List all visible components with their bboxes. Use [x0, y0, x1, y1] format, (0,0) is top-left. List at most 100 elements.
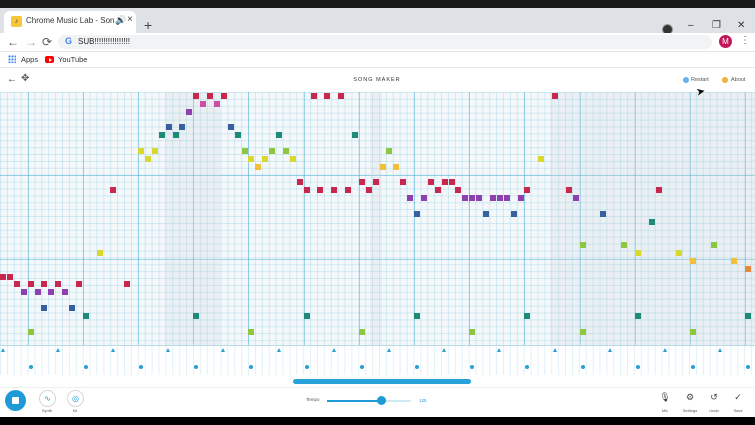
note-cell[interactable]	[324, 93, 331, 99]
restart-icon[interactable]	[683, 77, 689, 83]
percussion-triangle[interactable]	[276, 348, 281, 352]
percussion-dot[interactable]	[249, 365, 254, 369]
note-cell[interactable]	[648, 218, 655, 225]
percussion-dot[interactable]	[746, 365, 751, 369]
note-cell[interactable]	[676, 250, 683, 256]
percussion-triangle[interactable]	[552, 348, 557, 352]
note-cell[interactable]	[20, 289, 27, 296]
note-cell[interactable]	[745, 312, 752, 319]
note-cell[interactable]	[351, 132, 358, 139]
note-cell[interactable]	[303, 187, 310, 194]
minimize-button[interactable]: –	[688, 20, 694, 31]
kit-label[interactable]: Kit	[72, 408, 78, 413]
note-cell[interactable]	[400, 179, 407, 186]
tab-close-icon[interactable]: ×	[127, 14, 133, 25]
percussion-triangle[interactable]	[442, 348, 447, 352]
note-cell[interactable]	[234, 132, 241, 139]
note-cell[interactable]	[579, 328, 586, 335]
melody-grid[interactable]	[0, 92, 755, 345]
note-cell[interactable]	[193, 312, 200, 319]
note-cell[interactable]	[6, 273, 13, 280]
note-cell[interactable]	[55, 281, 62, 288]
note-cell[interactable]	[41, 281, 48, 288]
percussion-dot[interactable]	[83, 365, 88, 369]
synth-label[interactable]: Synth	[41, 408, 53, 413]
note-cell[interactable]	[565, 187, 572, 194]
restart-button[interactable]: Restart	[691, 77, 709, 83]
note-cell[interactable]	[27, 281, 34, 288]
kit-icon[interactable]: ◎	[67, 390, 84, 407]
percussion-triangle[interactable]	[331, 348, 336, 352]
note-cell[interactable]	[427, 179, 434, 186]
note-cell[interactable]	[572, 195, 579, 202]
note-cell[interactable]	[469, 195, 476, 202]
percussion-triangle[interactable]	[662, 348, 667, 352]
note-cell[interactable]	[110, 187, 117, 194]
note-cell[interactable]	[338, 93, 345, 99]
undo-label[interactable]: Undo	[709, 408, 719, 413]
note-cell[interactable]	[690, 328, 696, 335]
percussion-triangle[interactable]	[718, 348, 723, 352]
note-cell[interactable]	[48, 289, 55, 296]
note-cell[interactable]	[13, 281, 20, 288]
note-cell[interactable]	[255, 163, 262, 170]
note-cell[interactable]	[600, 210, 607, 217]
note-cell[interactable]	[524, 187, 531, 194]
note-cell[interactable]	[634, 250, 641, 256]
percussion-dot[interactable]	[194, 365, 199, 369]
note-cell[interactable]	[241, 147, 248, 154]
note-cell[interactable]	[200, 100, 207, 107]
note-cell[interactable]	[524, 312, 531, 319]
new-tab-button[interactable]: +	[144, 17, 153, 33]
note-cell[interactable]	[731, 257, 738, 264]
speaker-icon[interactable]: 🔊	[115, 15, 127, 25]
percussion-dot[interactable]	[470, 365, 475, 369]
apps-grid-icon[interactable]	[8, 55, 16, 63]
note-cell[interactable]	[227, 124, 234, 131]
settings-gear-icon[interactable]: ⚙	[685, 392, 695, 402]
reload-button[interactable]: ⟳	[42, 35, 53, 49]
percussion-dot[interactable]	[580, 365, 585, 369]
note-cell[interactable]	[372, 179, 379, 186]
youtube-icon[interactable]	[45, 56, 54, 63]
note-cell[interactable]	[655, 187, 662, 194]
note-cell[interactable]	[414, 312, 420, 319]
note-cell[interactable]	[158, 132, 165, 139]
percussion-dot[interactable]	[359, 365, 364, 369]
percussion-dot[interactable]	[525, 365, 530, 369]
bookmark-apps[interactable]: Apps	[21, 55, 39, 64]
note-cell[interactable]	[365, 187, 372, 194]
note-cell[interactable]	[220, 93, 227, 99]
note-cell[interactable]	[310, 93, 317, 99]
save-check-icon[interactable]: ✓	[734, 392, 742, 402]
note-cell[interactable]	[69, 304, 75, 311]
note-cell[interactable]	[179, 124, 186, 131]
note-cell[interactable]	[303, 312, 310, 319]
close-window-button[interactable]: ✕	[737, 20, 746, 31]
note-cell[interactable]	[345, 187, 351, 194]
note-cell[interactable]	[634, 312, 641, 319]
note-cell[interactable]	[276, 132, 282, 139]
note-cell[interactable]	[0, 273, 6, 280]
browser-tab[interactable]: ♪ Chrome Music Lab - Song M 🔊 ×	[4, 11, 136, 33]
synth-wave-icon[interactable]: ∿	[39, 390, 56, 407]
note-cell[interactable]	[469, 328, 476, 335]
percussion-dot[interactable]	[28, 365, 33, 369]
note-cell[interactable]	[282, 147, 289, 154]
note-cell[interactable]	[193, 93, 200, 99]
note-cell[interactable]	[379, 163, 386, 170]
percussion-triangle[interactable]	[607, 348, 612, 352]
percussion-triangle[interactable]	[110, 348, 115, 352]
note-cell[interactable]	[248, 155, 255, 162]
save-label[interactable]: Save	[733, 408, 743, 413]
note-cell[interactable]	[358, 179, 365, 186]
note-cell[interactable]	[489, 195, 496, 202]
note-cell[interactable]	[331, 187, 338, 194]
move-icon[interactable]: ✥	[21, 73, 30, 84]
note-cell[interactable]	[710, 242, 717, 249]
note-cell[interactable]	[34, 289, 41, 296]
note-cell[interactable]	[510, 210, 517, 217]
note-cell[interactable]	[503, 195, 510, 202]
note-cell[interactable]	[27, 328, 34, 335]
note-cell[interactable]	[317, 187, 324, 194]
